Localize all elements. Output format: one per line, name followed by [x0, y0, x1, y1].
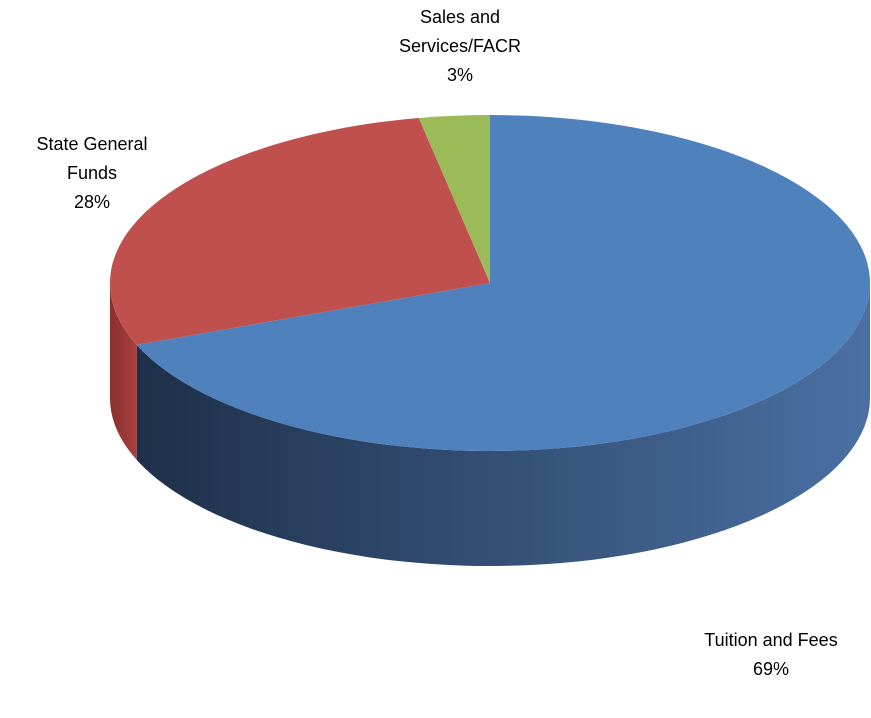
label-value: 69% [752, 659, 790, 679]
slice-side [136, 283, 871, 567]
slice [418, 115, 490, 283]
data-label: Tuition and Fees 69% [701, 626, 841, 684]
slice-side [110, 283, 137, 460]
label-name: Sales and Services/FACR [398, 7, 522, 56]
label-value: 3% [446, 65, 473, 85]
slice [109, 117, 491, 345]
label-name: State General Funds [36, 134, 148, 183]
label-name: Tuition and Fees [704, 630, 838, 650]
label-value: 28% [73, 192, 111, 212]
slice [136, 115, 871, 452]
data-label: State General Funds 28% [22, 130, 162, 217]
data-label: Sales and Services/FACR 3% [390, 3, 530, 90]
